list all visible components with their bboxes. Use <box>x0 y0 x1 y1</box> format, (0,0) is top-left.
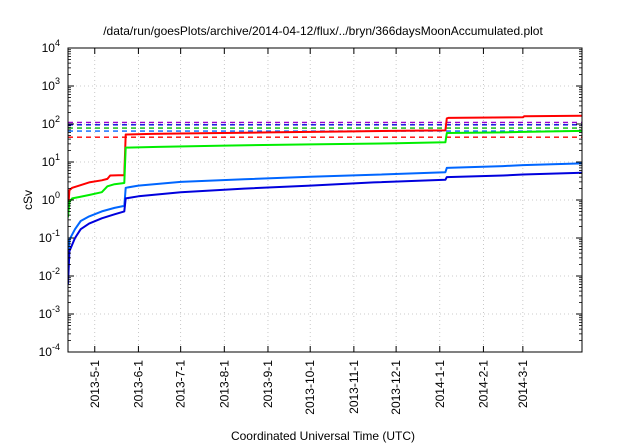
y-tick-label: 101 <box>42 152 60 169</box>
y-tick-mantissa: 10 <box>39 231 53 245</box>
y-tick-exponent: -1 <box>52 228 60 238</box>
grid <box>68 48 582 352</box>
x-tick-label: 2013-8-1 <box>217 360 231 408</box>
y-tick-mantissa: 10 <box>42 117 56 131</box>
y-tick-mantissa: 10 <box>42 193 56 207</box>
y-tick-exponent: -3 <box>52 304 60 314</box>
series-lines <box>68 114 582 285</box>
y-tick-exponent: 4 <box>55 38 60 48</box>
x-tick-label: 2013-11-1 <box>347 360 361 414</box>
y-tick-label: 10-1 <box>39 228 60 245</box>
y-tick-label: 103 <box>42 76 60 93</box>
y-tick-label: 10-2 <box>39 266 60 283</box>
x-tick-label: 2013-10-1 <box>303 360 317 415</box>
x-tick-label: 2013-6-1 <box>131 360 145 408</box>
y-tick-mantissa: 10 <box>39 269 53 283</box>
series-line <box>68 162 582 258</box>
y-tick-label: 102 <box>42 114 60 131</box>
y-tick-mantissa: 10 <box>42 155 56 169</box>
y-tick-label: 104 <box>42 38 60 55</box>
x-tick-label: 2013-12-1 <box>389 360 403 415</box>
x-tick-label: 2014-1-1 <box>433 360 447 408</box>
y-tick-label: 10-4 <box>39 342 60 359</box>
x-tick-label: 2013-5-1 <box>88 360 102 408</box>
y-tick-exponent: 0 <box>55 190 60 200</box>
y-tick-exponent: 3 <box>55 76 60 86</box>
x-tick-label: 2014-3-1 <box>516 360 530 408</box>
series-line <box>68 114 582 212</box>
y-tick-exponent: 2 <box>55 114 60 124</box>
x-axis-ticks: 2013-5-1 2013-6-1 2013-7-1 2013-8-1 2013-9-1… <box>88 48 530 415</box>
x-tick-label: 2014-2-1 <box>476 360 490 408</box>
chart-title: /data/run/goesPlots/archive/2014-04-12/f… <box>103 24 543 38</box>
y-tick-exponent: -4 <box>52 342 60 352</box>
series-line <box>68 129 582 218</box>
y-tick-mantissa: 10 <box>42 41 56 55</box>
y-tick-label: 10-3 <box>39 304 60 321</box>
y-axis-label: cSv <box>21 190 35 210</box>
x-tick-label: 2013-7-1 <box>174 360 188 408</box>
y-tick-label: 100 <box>42 190 60 207</box>
y-tick-exponent: 1 <box>55 152 60 162</box>
y-tick-mantissa: 10 <box>39 345 53 359</box>
x-axis-label: Coordinated Universal Time (UTC) <box>231 429 415 443</box>
y-tick-mantissa: 10 <box>42 79 56 93</box>
series-line <box>68 171 582 285</box>
y-tick-mantissa: 10 <box>39 307 53 321</box>
y-tick-exponent: -2 <box>52 266 60 276</box>
x-tick-label: 2013-9-1 <box>261 360 275 408</box>
